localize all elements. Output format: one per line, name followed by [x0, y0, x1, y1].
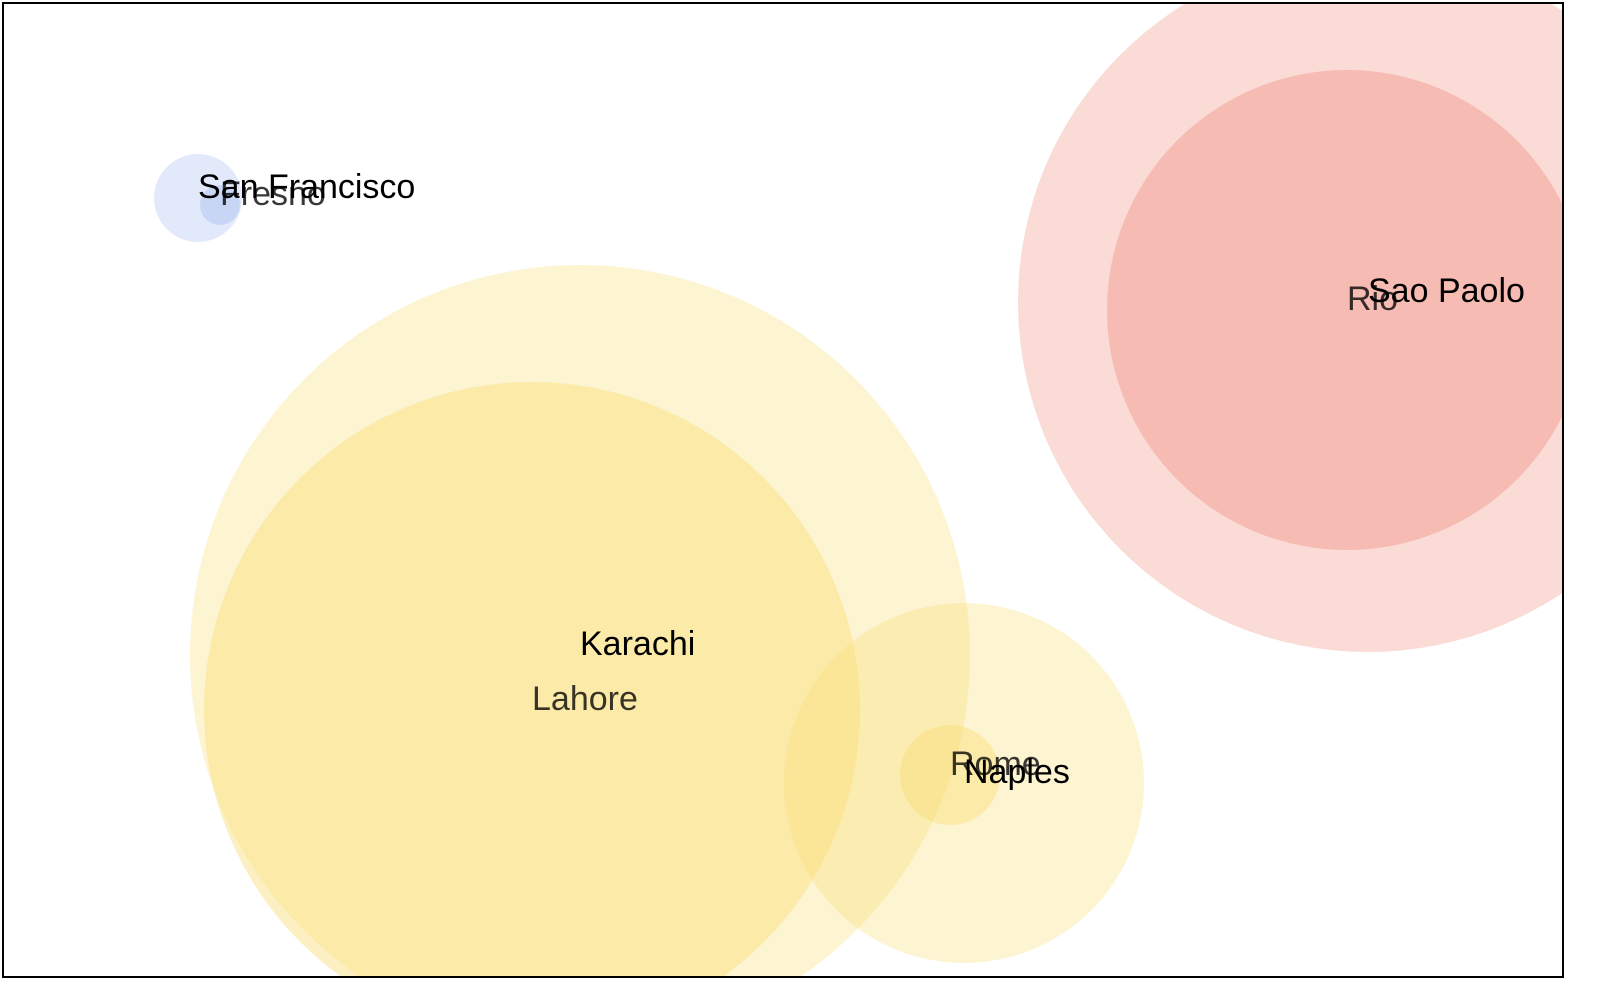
bubble-sao-paolo [1018, 4, 1562, 652]
bubble-label-naples: Naples [964, 753, 1070, 791]
bubble-rome [900, 725, 1000, 825]
bubble-label-rio: Rio [1347, 280, 1398, 318]
bubble-label-sao-paolo: Sao Paolo [1368, 272, 1525, 310]
bubble-label-karachi: Karachi [580, 625, 695, 663]
bubble-fresno [200, 185, 240, 225]
bubble-label-lahore: Lahore [532, 680, 638, 718]
chart-frame: San Francisco Fresno Karachi Lahore Naples Ro… [2, 2, 1564, 978]
bubble-label-san-francisco: San Francisco [198, 168, 415, 206]
bubble-rio [1107, 70, 1562, 550]
bubble-lahore [204, 382, 860, 976]
bubble-san-francisco [154, 154, 242, 242]
bubble-karachi [190, 265, 970, 976]
bubble-naples [784, 603, 1144, 963]
bubble-label-fresno: Fresno [220, 175, 326, 213]
bubble-label-rome: Rome [950, 745, 1041, 783]
bubble-circles [154, 4, 1562, 976]
